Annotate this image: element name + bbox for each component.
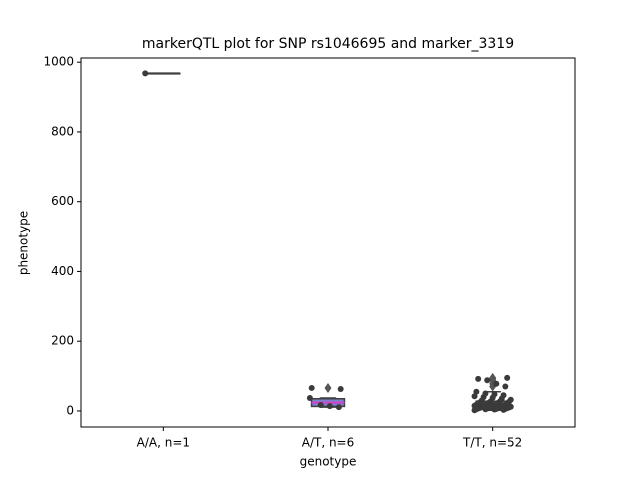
flier — [489, 372, 497, 383]
y-tick-label: 400 — [51, 264, 74, 278]
point — [475, 375, 482, 382]
y-tick-label: 800 — [51, 124, 74, 138]
y-tick-label: 0 — [66, 403, 74, 417]
plot-frame — [80, 57, 576, 428]
point — [326, 403, 333, 410]
point — [306, 395, 313, 402]
chart-title: markerQTL plot for SNP rs1046695 and mar… — [142, 36, 514, 52]
point — [484, 377, 491, 384]
point — [337, 385, 344, 392]
point — [482, 390, 489, 397]
point — [142, 70, 149, 77]
point — [500, 392, 507, 399]
x-tick-label: A/T, n=6 — [302, 436, 355, 450]
y-axis-label: phenotype — [17, 211, 31, 275]
point — [335, 404, 342, 411]
point — [493, 380, 500, 387]
point — [471, 393, 478, 400]
point — [491, 391, 498, 398]
flier — [324, 382, 332, 393]
point — [502, 383, 509, 390]
point — [504, 374, 511, 381]
point — [317, 402, 324, 409]
x-tick-label: T/T, n=52 — [462, 436, 522, 450]
point — [507, 396, 514, 403]
y-tick-label: 1000 — [43, 55, 74, 69]
y-tick-label: 600 — [51, 194, 74, 208]
point — [308, 384, 315, 391]
point — [473, 388, 480, 395]
x-axis-label: genotype — [300, 455, 357, 469]
y-tick-label: 200 — [51, 334, 74, 348]
x-tick-label: A/A, n=1 — [137, 436, 190, 450]
